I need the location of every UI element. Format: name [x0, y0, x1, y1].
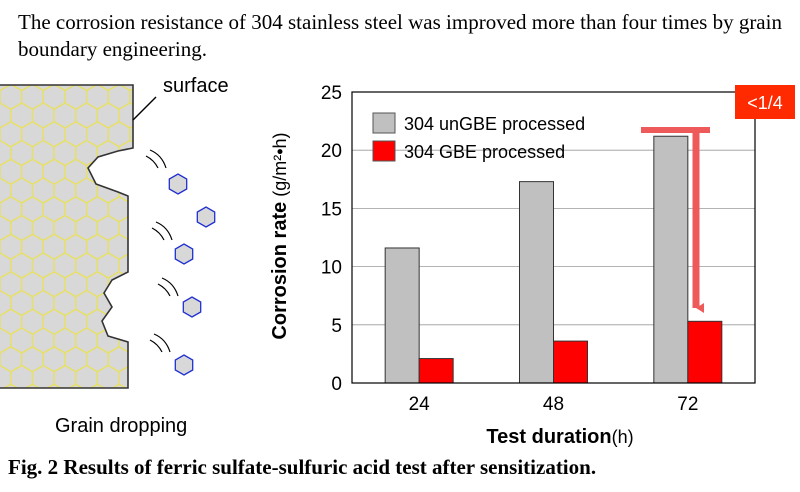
x-tick-label: 24 [409, 394, 431, 415]
y-axis-unit: (g/m²•h) [270, 132, 290, 196]
caption-bottom: Fig. 2 Results of ferric sulfate-sulfuri… [8, 455, 597, 479]
y-tick-label: 20 [321, 141, 342, 162]
x-axis-label: Test duration [486, 426, 611, 448]
grain-cell [129, 271, 133, 298]
grain-cell [107, 271, 131, 298]
y-tick-labels: 0 5 10 15 20 25 [321, 83, 342, 395]
grain-cell [107, 158, 131, 186]
bar-ungbe [653, 135, 689, 384]
x-axis-title: Test duration(h) [486, 426, 633, 448]
grain-dropping-label: Grain dropping [55, 415, 187, 437]
bar-gbe [687, 320, 723, 384]
y-tick-label: 0 [331, 374, 342, 395]
badge-text: <1/4 [747, 93, 783, 113]
legend-swatch-gbe [372, 140, 396, 162]
dropped-grain [174, 243, 194, 265]
reduction-badge: <1/4 [735, 85, 795, 119]
legend-label-ungbe: 304 unGBE processed [404, 114, 585, 134]
y-axis-label: Corrosion rate [269, 202, 291, 340]
grain-cell [118, 289, 133, 317]
y-tick-label: 25 [321, 83, 342, 104]
legend: 304 unGBE processed 304 GBE processed [372, 112, 585, 162]
figure: surface Grain dropping 0 5 10 15 20 25 24 48 72… [0, 75, 795, 448]
legend-swatch-ungbe [372, 112, 396, 134]
grain-cell [129, 196, 133, 223]
grain-cell [107, 308, 131, 336]
bars [384, 135, 723, 384]
grain-cell [129, 383, 133, 388]
grain-cell [129, 158, 133, 186]
x-tick-label: 72 [677, 394, 698, 415]
bar-ungbe [519, 181, 554, 384]
badge-box [735, 85, 795, 119]
grain-cell [129, 308, 133, 336]
dropped-grains [168, 173, 216, 376]
dropped-grain [168, 173, 188, 195]
surface-leader-line [132, 96, 157, 121]
dropped-grain [174, 354, 194, 376]
y-axis-title: Corrosion rate (g/m²•h) [269, 132, 291, 339]
bar-chart: 0 5 10 15 20 25 24 48 72 304 unGBE processed 30… [269, 83, 795, 448]
bar-gbe [553, 340, 588, 384]
caption-top: The corrosion resistance of 304 stainles… [18, 10, 782, 61]
reduction-arrow [641, 127, 710, 313]
dropped-grain [182, 296, 202, 318]
plot-frame [351, 91, 756, 384]
dropped-grain [196, 206, 216, 228]
motion-lines [145, 149, 179, 353]
grain-cell [118, 139, 133, 167]
bar-ungbe [384, 247, 420, 384]
bar-gbe [418, 358, 454, 384]
y-tick-label: 5 [331, 316, 342, 337]
surface-label: surface [163, 75, 229, 97]
grain-cell [129, 85, 133, 111]
steel-grain-diagram: surface Grain dropping [0, 75, 229, 437]
steel-outline [0, 84, 134, 389]
grain-cell [96, 139, 120, 167]
x-axis-unit: (h) [612, 427, 634, 447]
grain-pattern [0, 85, 133, 388]
grain-cell [129, 121, 133, 148]
grain-cell [129, 233, 133, 261]
y-tick-label: 15 [321, 199, 342, 220]
y-tick-label: 10 [321, 258, 342, 279]
x-tick-label: 48 [543, 394, 564, 415]
legend-label-gbe: 304 GBE processed [404, 142, 565, 162]
x-tick-labels: 24 48 72 [409, 394, 699, 415]
grain-cell [129, 346, 133, 373]
